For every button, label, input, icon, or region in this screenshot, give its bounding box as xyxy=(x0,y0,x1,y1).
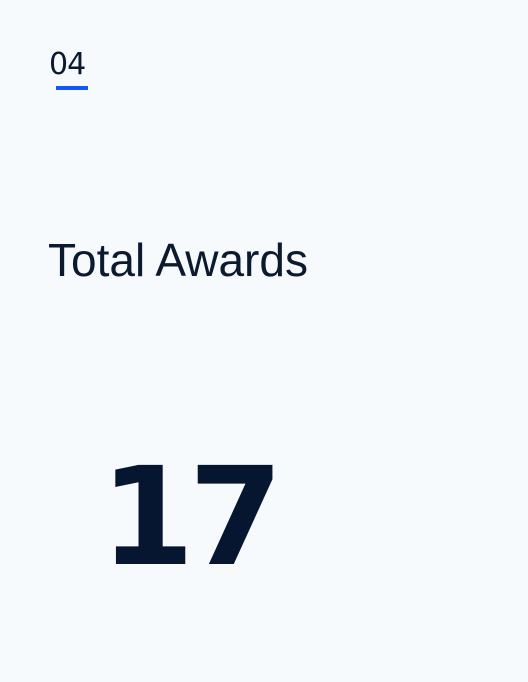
card-index-number: 04 xyxy=(49,47,86,82)
stat-value: 17 xyxy=(100,439,283,597)
stat-label: Total Awards xyxy=(48,234,308,286)
index-underline-accent xyxy=(56,86,88,90)
